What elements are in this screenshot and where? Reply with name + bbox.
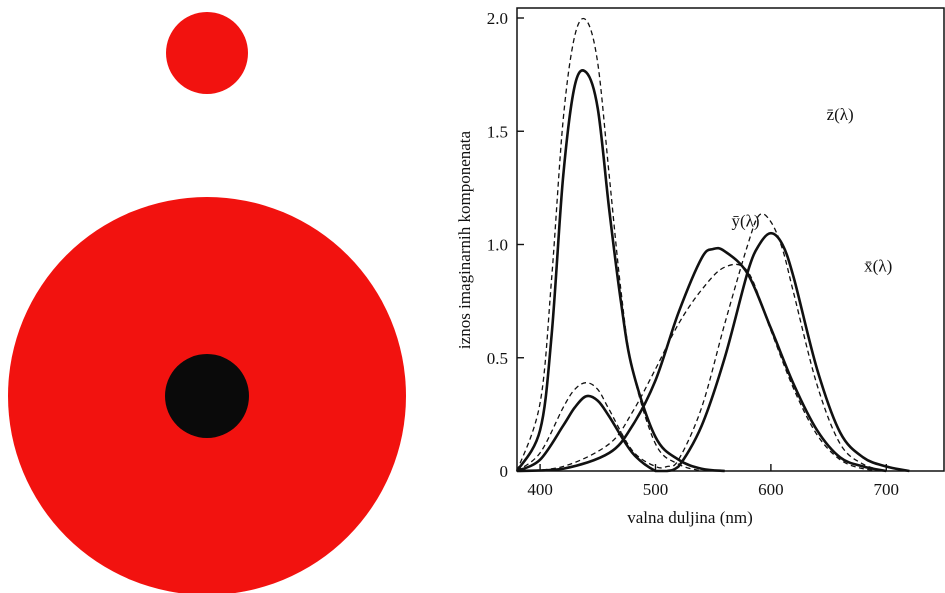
y-ticks: 0 0.5 1.0 1.5 2.0: [487, 9, 524, 481]
series-label: z̄(λ): [827, 105, 854, 124]
y-tick-label: 1.5: [487, 122, 508, 141]
series-lines: [517, 18, 909, 471]
dashed-reference-curve: [517, 214, 886, 471]
series-label: ȳ(λ): [731, 211, 759, 230]
x-tick-label: 600: [758, 480, 784, 499]
y-axis-label: iznos imaginarnih komponenata: [455, 130, 474, 349]
y-tick-label: 0: [500, 462, 509, 481]
x-tick-label: 500: [643, 480, 669, 499]
black-center-dot: [165, 354, 249, 438]
y-tick-label: 2.0: [487, 9, 508, 28]
x-axis-label: valna duljina (nm): [627, 508, 753, 527]
series-curve: [517, 248, 886, 471]
series-curve: [517, 233, 909, 471]
x-tick-label: 400: [527, 480, 553, 499]
color-matching-chart: 400 500 600 700 0 0.5 1.0 1.5 2.0 z̄(λ) ȳ(λ) x̄(λ…: [455, 8, 944, 527]
y-tick-label: 0.5: [487, 349, 508, 368]
y-tick-label: 1.0: [487, 236, 508, 255]
dashed-reference-curve: [517, 264, 886, 471]
small-red-disc: [166, 12, 248, 94]
series-curve: [517, 70, 725, 471]
x-tick-label: 700: [874, 480, 900, 499]
color-illustration: [8, 12, 406, 593]
series-label: x̄(λ): [864, 257, 892, 276]
